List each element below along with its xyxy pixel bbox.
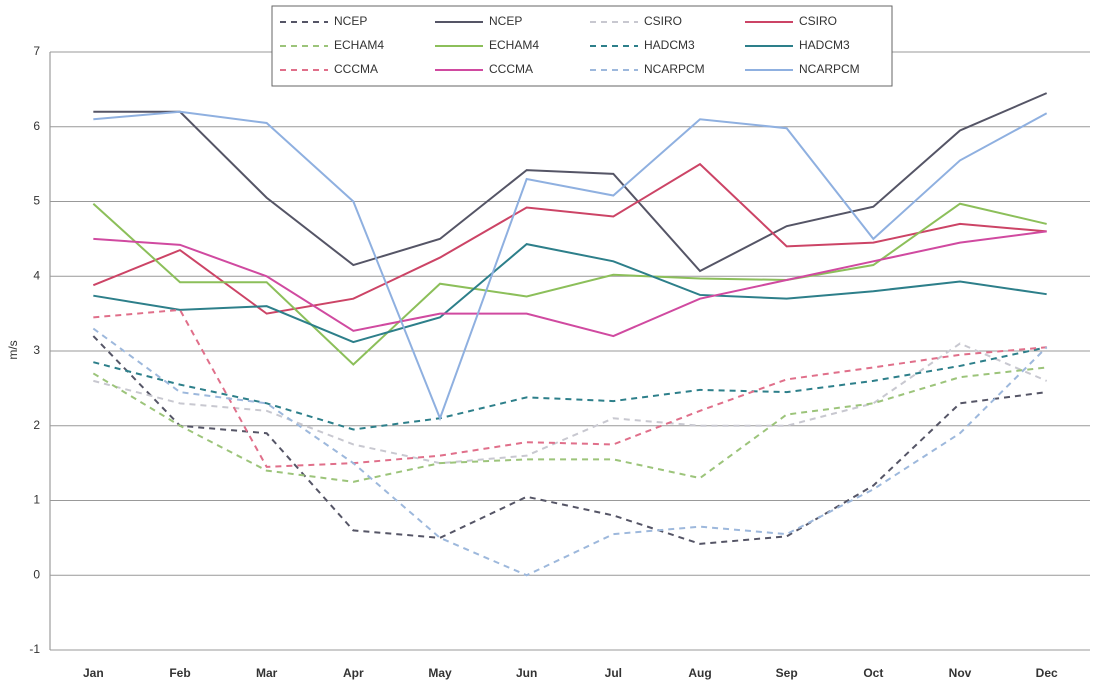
y-tick-label: 3 — [33, 343, 40, 357]
x-tick-label: Mar — [256, 666, 278, 680]
legend-label: CSIRO — [644, 14, 682, 28]
x-tick-label: Feb — [169, 666, 190, 680]
x-tick-label: Sep — [776, 666, 798, 680]
y-tick-label: 7 — [33, 44, 40, 58]
series-line — [93, 243, 1047, 344]
legend-label: NCARPCM — [799, 62, 860, 76]
x-tick-label: Apr — [343, 666, 364, 680]
series-line — [93, 346, 1047, 431]
series-line — [92, 327, 1048, 577]
x-tick-label: Jan — [83, 666, 104, 680]
series-line — [93, 92, 1048, 273]
x-tick-label: Nov — [949, 666, 972, 680]
x-tick-label: May — [428, 666, 452, 680]
legend-label: NCARPCM — [644, 62, 705, 76]
legend-label: CCCMA — [334, 62, 378, 76]
y-tick-label: 5 — [33, 194, 40, 208]
x-tick-label: Jun — [516, 666, 537, 680]
series-line — [93, 230, 1047, 338]
legend-label: NCEP — [489, 14, 522, 28]
legend-label: ECHAM4 — [334, 38, 384, 52]
series-line — [93, 308, 1047, 468]
series-line — [92, 202, 1047, 366]
x-tick-label: Aug — [688, 666, 711, 680]
series-line — [92, 162, 1047, 315]
x-tick-label: Oct — [863, 666, 883, 680]
y-axis-label: m/s — [6, 340, 20, 359]
x-tick-label: Dec — [1036, 666, 1058, 680]
y-tick-label: 4 — [33, 268, 40, 282]
y-tick-label: 0 — [33, 567, 40, 581]
y-tick-label: -1 — [29, 642, 40, 656]
x-tick-label: Jul — [605, 666, 622, 680]
y-tick-label: 1 — [33, 493, 40, 507]
legend-label: CSIRO — [799, 14, 837, 28]
series-line — [93, 110, 1048, 422]
legend-label: CCCMA — [489, 62, 533, 76]
y-tick-label: 6 — [33, 119, 40, 133]
y-tick-label: 2 — [33, 418, 40, 432]
legend-label: HADCM3 — [799, 38, 850, 52]
legend-label: HADCM3 — [644, 38, 695, 52]
legend-label: NCEP — [334, 14, 367, 28]
legend-label: ECHAM4 — [489, 38, 539, 52]
